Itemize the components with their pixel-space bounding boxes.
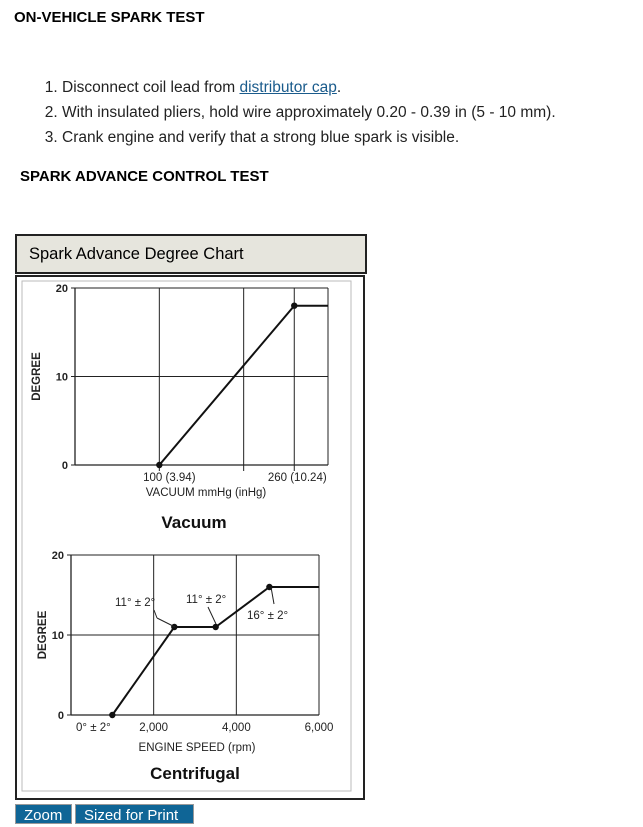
x-tick-label: 4,000 [222,722,251,734]
annotation-leader [270,586,275,605]
chart-image-border [21,280,352,792]
sized-for-print-button[interactable]: Sized for Print [75,804,194,824]
step-3: Crank engine and verify that a strong bl… [62,125,556,150]
data-point [212,623,219,631]
zoom-button[interactable]: Zoom [15,804,72,824]
y-tick-label: 0 [62,460,68,472]
annotation-label: 11° ± 2° [115,597,155,609]
section-title-spark-test: ON-VEHICLE SPARK TEST [14,9,205,26]
x-axis-label: VACUUM mmHg (inHg) [146,487,267,499]
chart-title: Centrifugal [150,764,240,783]
annotation-label: 0° ± 2° [76,722,111,734]
annotation-leader [156,617,176,628]
distributor-cap-link[interactable]: distributor cap [239,79,337,96]
step-1: Disconnect coil lead from distributor ca… [62,75,556,100]
x-tick-label: 2,000 [139,722,168,734]
annotation-leader [153,609,158,619]
x-tick-label: 100 (3.94) [143,472,196,484]
section-title-spark-advance: SPARK ADVANCE CONTROL TEST [20,168,269,185]
annotation-label: 16° ± 2° [247,610,288,622]
data-point [291,302,298,309]
y-tick-label: 10 [52,630,64,642]
chart-title: Vacuum [161,513,226,532]
y-tick-label: 10 [56,372,68,384]
steps-list: Disconnect coil lead from distributor ca… [22,75,556,150]
annotation-leader [207,606,217,625]
y-axis-label: DEGREE [37,610,49,659]
data-point [156,461,163,469]
x-axis-label: ENGINE SPEED (rpm) [139,742,256,754]
step-2: With insulated pliers, hold wire approxi… [62,100,556,125]
x-tick-label: 260 (10.24) [268,472,327,484]
x-tick-label: 6,000 [305,722,334,734]
chart-figure [15,275,365,800]
y-tick-label: 20 [56,283,68,295]
y-tick-label: 20 [52,550,64,562]
y-tick-label: 0 [58,710,64,722]
annotation-label: 11° ± 2° [186,594,226,606]
y-axis-label: DEGREE [31,352,43,401]
chart-caption: Spark Advance Degree Chart [15,234,367,274]
data-point [109,711,116,719]
